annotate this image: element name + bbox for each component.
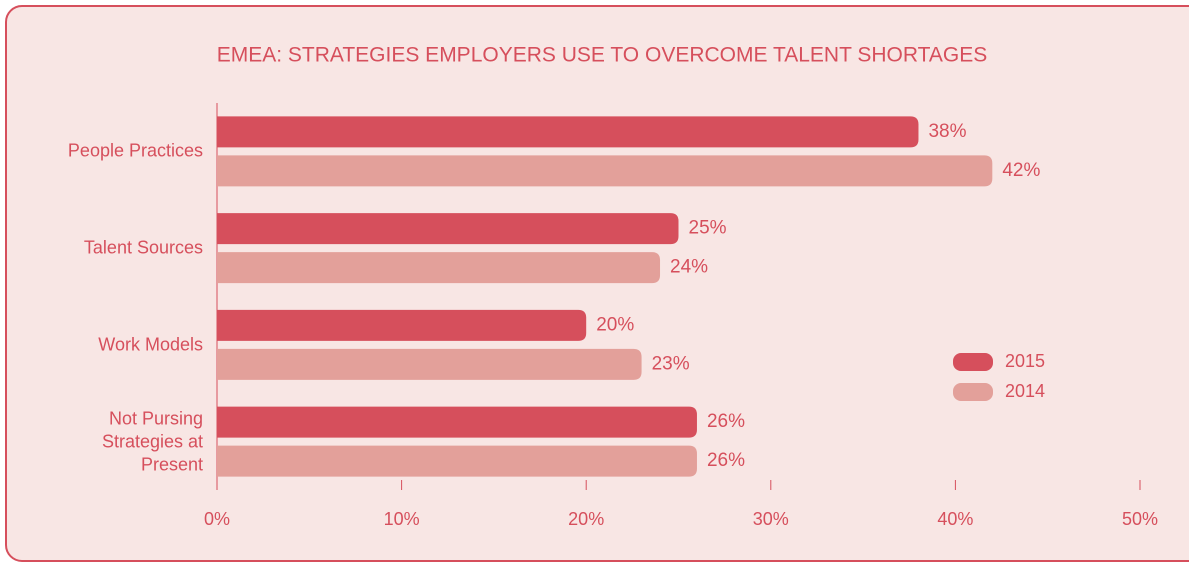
y-tick-label: Talent Sources xyxy=(83,237,203,258)
x-tick-label: 10% xyxy=(384,509,420,529)
chart-background xyxy=(5,5,1189,562)
value-label: 23% xyxy=(652,353,690,374)
x-tick-label: 0% xyxy=(204,509,230,529)
x-tick-label: 40% xyxy=(937,509,973,529)
x-tick-label: 20% xyxy=(568,509,604,529)
bar xyxy=(217,155,993,187)
legend-swatch xyxy=(953,383,993,401)
y-tick-label: Work Models xyxy=(98,334,203,355)
bar xyxy=(217,213,679,245)
y-tick-label: People Practices xyxy=(67,140,203,161)
value-label: 20% xyxy=(596,314,634,335)
x-tick-label: 50% xyxy=(1122,509,1158,529)
legend-label: 2015 xyxy=(1005,351,1045,371)
bar xyxy=(217,116,919,148)
value-label: 38% xyxy=(928,121,966,142)
chart-title: EMEA: STRATEGIES EMPLOYERS USE TO OVERCO… xyxy=(217,44,988,67)
legend-swatch xyxy=(953,353,993,371)
bar xyxy=(217,252,661,284)
value-label: 25% xyxy=(689,218,727,239)
bar xyxy=(217,406,697,438)
legend-label: 2014 xyxy=(1005,381,1045,401)
value-label: 26% xyxy=(707,411,745,432)
value-label: 42% xyxy=(1002,160,1040,181)
bar xyxy=(217,348,642,380)
x-tick-label: 30% xyxy=(753,509,789,529)
bar xyxy=(217,445,697,477)
bar xyxy=(217,309,587,341)
value-label: 24% xyxy=(670,257,708,278)
y-tick-label: Not Pursing Strategies at Present xyxy=(101,408,203,475)
value-label: 26% xyxy=(707,450,745,471)
